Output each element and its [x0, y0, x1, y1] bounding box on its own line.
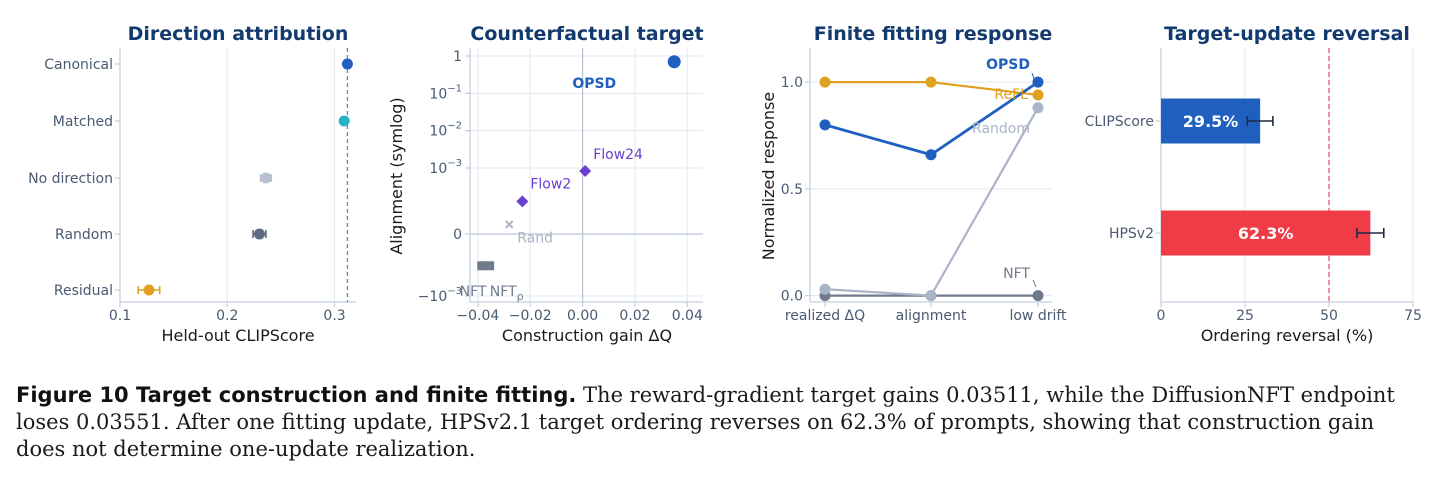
panel3-point-refl — [1032, 89, 1044, 101]
panel2-point-nft — [485, 261, 495, 271]
panel2-y-tick-exponent: −2 — [447, 121, 462, 132]
panel2-x-tick-label: 0.02 — [619, 308, 650, 324]
panel2-point-flow24 — [579, 164, 592, 177]
panel3-series-label-opsd: OPSD — [986, 57, 1030, 73]
panel3-y-label: Normalized response — [759, 92, 778, 261]
panel2-x-tick-label: −0.02 — [509, 308, 552, 324]
panel3-x-tick-label: realized ΔQ — [785, 308, 865, 324]
panel4-category-label: HPSv2 — [1109, 226, 1154, 242]
panel2-y-label: Alignment (symlog) — [387, 97, 406, 254]
panel2-point-rand — [505, 220, 514, 229]
panel2-x-label: Construction gain ΔQ — [502, 326, 672, 345]
panel3-label-leader — [1031, 72, 1037, 85]
panel2-point-label-base: NFT — [490, 284, 517, 300]
panel4-category-label: CLIPScore — [1085, 114, 1154, 130]
panel4-x-tick-label: 75 — [1404, 308, 1422, 324]
panel1-point-residual — [143, 284, 155, 296]
panel4-x-tick-label: 0 — [1157, 308, 1166, 324]
panel-direction-attribution: Direction attribution Canonical Matched No… — [28, 23, 356, 345]
panel3-point-refl — [819, 76, 831, 88]
panel1-x-tick-label: 0.2 — [216, 308, 238, 324]
panel3-point-opsd — [819, 119, 831, 131]
panel1-point-no-direction — [260, 172, 272, 184]
panel2-point-label: Flow2 — [530, 176, 571, 192]
panel2-point-label: NFTρ — [490, 284, 524, 303]
panel3-point-refl — [925, 76, 937, 88]
panel2-y-tick-base: 10 — [429, 161, 447, 177]
panel1-category-label: Canonical — [44, 57, 113, 73]
panel3-x-tick-label: low drift — [1009, 308, 1067, 324]
panel2-point-nft-rho — [477, 261, 487, 271]
panel2-y-tick-exponent: −3 — [447, 286, 462, 297]
panel2-x-tick-label: 0.00 — [567, 308, 598, 324]
panel1-x-tick-label: 0.1 — [109, 308, 131, 324]
panel2-y-tick-base: 10 — [429, 124, 447, 140]
panel1-point-matched — [338, 115, 350, 127]
panel2-point-label: NFT — [460, 284, 487, 300]
panel1-x-tick-label: 0.3 — [323, 308, 345, 324]
panel3-y-tick-label: 0.0 — [781, 289, 803, 305]
panel2-y-tick-label: 1 — [453, 49, 462, 65]
panel2-point-flow2 — [516, 195, 529, 208]
panel4-x-label: Ordering reversal (%) — [1201, 326, 1374, 345]
panel2-title: Counterfactual target — [470, 23, 703, 45]
panel3-point-nft — [1032, 290, 1044, 302]
panel2-point-label-subscript: ρ — [517, 290, 524, 303]
panel4-title: Target-update reversal — [1164, 23, 1410, 45]
panel2-y-tick-label: 10−2 — [429, 121, 462, 140]
panel-finite-fitting-response: Finite fitting response 0.0 0.5 1.0 realiz… — [759, 23, 1067, 324]
panel2-x-tick-label: −0.04 — [456, 308, 499, 324]
panel3-title: Finite fitting response — [814, 23, 1053, 45]
panel4-bar-value-label: 29.5% — [1183, 112, 1239, 131]
panel3-series-label-random: Random — [972, 121, 1030, 137]
panel1-category-label: Residual — [54, 283, 113, 299]
panel1-title: Direction attribution — [128, 23, 349, 45]
panel2-point-label: Rand — [517, 230, 553, 246]
panel4-bar-value-label: 62.3% — [1238, 224, 1294, 243]
figure: Direction attribution Canonical Matched No… — [28, 23, 1422, 345]
panel-counterfactual-target: Counterfactual target 110−110−210−30−10−… — [387, 23, 704, 345]
panel3-point-random — [925, 290, 937, 302]
panel3-point-random — [1032, 102, 1044, 114]
panel4-x-tick-label: 25 — [1236, 308, 1254, 324]
panel3-point-opsd — [925, 149, 937, 161]
panel3-point-opsd — [1032, 76, 1044, 88]
panel1-x-label: Held-out CLIPScore — [161, 326, 314, 345]
panel2-y-tick-label: 10−1 — [429, 83, 462, 102]
panel2-point-label: Flow24 — [593, 147, 643, 163]
panel3-y-tick-label: 1.0 — [781, 75, 803, 91]
figure-caption: Figure 10 Target construction and finite… — [16, 382, 1428, 463]
panel4-bar-hpsv2 — [1161, 210, 1371, 256]
panel2-y-tick-label: 0 — [453, 227, 462, 243]
panel-target-update-reversal: Target-update reversal CLIPScore 29.5% HPS… — [1085, 23, 1422, 345]
panel2-y-tick-exponent: −1 — [447, 83, 462, 94]
panel1-category-label: No direction — [28, 171, 113, 187]
panel3-x-tick-label: alignment — [896, 308, 967, 324]
panel3-series-label-nft: NFT — [1003, 266, 1030, 282]
panel3-series-label-refl: ReFL — [994, 87, 1028, 103]
panel2-x-marker-stroke — [505, 220, 514, 229]
panel2-y-tick-base: 10 — [429, 86, 447, 102]
panel2-point-opsd — [667, 55, 681, 69]
panel3-point-random — [819, 283, 831, 295]
panel3-y-tick-label: 0.5 — [781, 182, 803, 198]
panel4-x-tick-label: 50 — [1320, 308, 1338, 324]
panel3-label-leader — [1032, 279, 1037, 288]
panel2-x-tick-label: 0.04 — [672, 308, 703, 324]
panel1-point-random — [253, 228, 265, 240]
panel1-category-label: Matched — [53, 114, 113, 130]
panel1-category-label: Random — [55, 227, 113, 243]
panel2-y-tick-base: −10 — [418, 289, 448, 305]
panel4-bar-clipscore — [1161, 98, 1261, 144]
panel1-point-canonical — [341, 58, 353, 70]
panel2-y-tick-label: −10−3 — [418, 286, 462, 305]
panel2-y-tick-label: 10−3 — [429, 158, 462, 177]
panel2-y-tick-exponent: −3 — [447, 158, 462, 169]
caption-lead: Figure 10 Target construction and finite… — [16, 383, 577, 407]
caption-text: The reward-gradient target gains 0.03511… — [16, 383, 1395, 461]
panel2-point-label: OPSD — [572, 76, 616, 92]
